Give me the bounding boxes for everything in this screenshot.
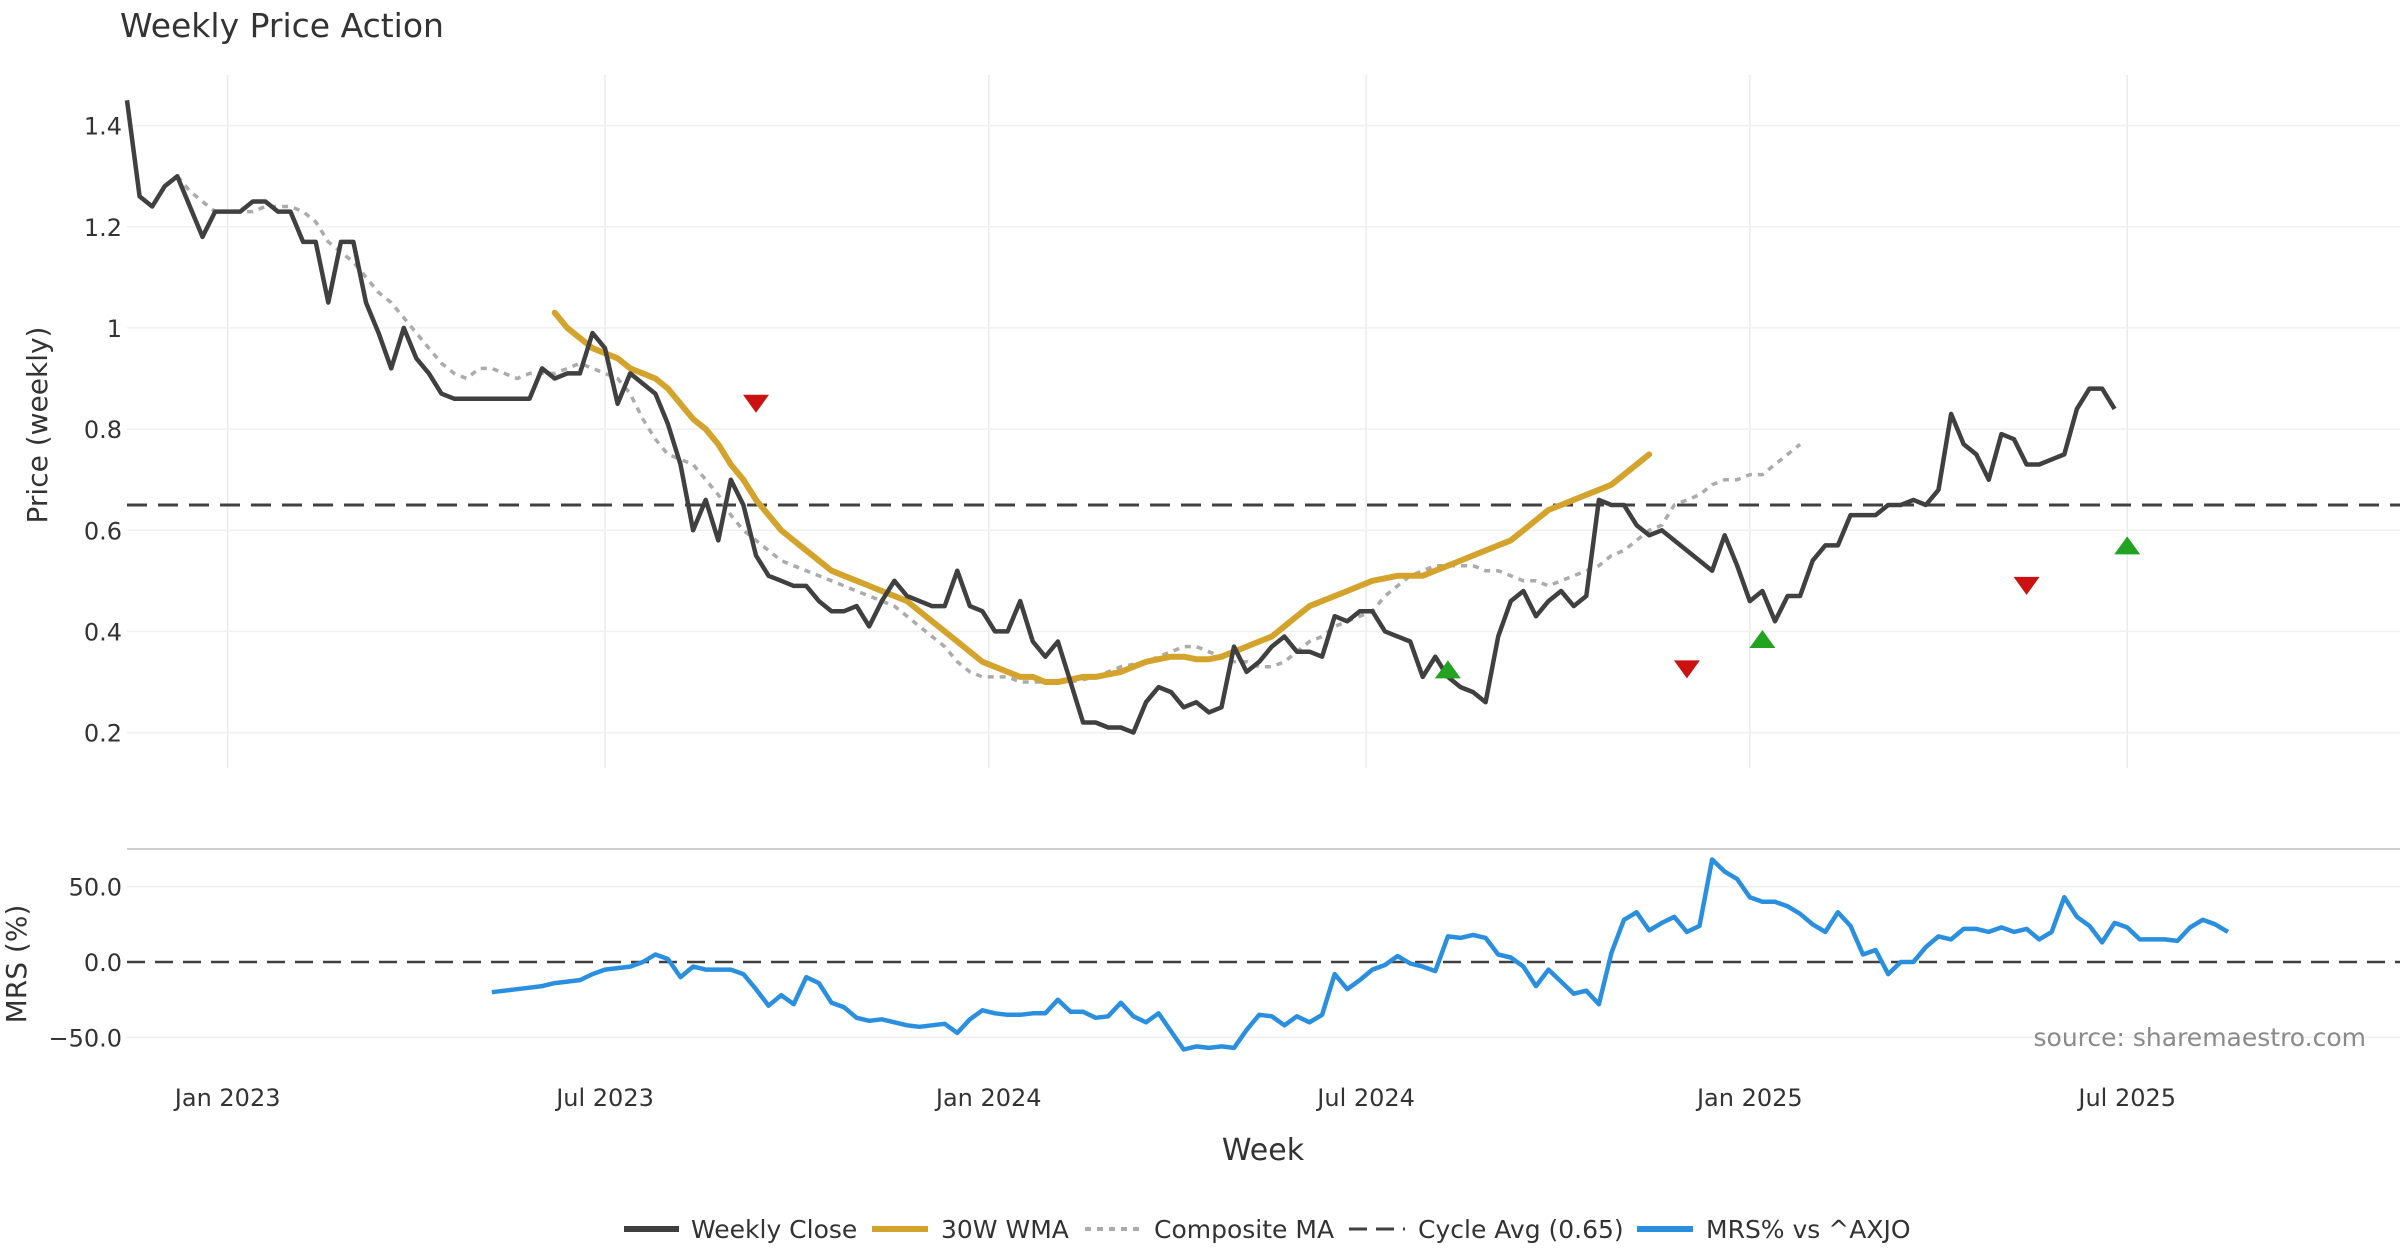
chart-title: Weekly Price Action: [120, 6, 444, 45]
legend-item-cycle-avg: Cycle Avg (0.65): [1349, 1215, 1624, 1244]
legend-label-cycle-avg: Cycle Avg (0.65): [1418, 1215, 1624, 1244]
mrs-y-axis-label: MRS (%): [0, 905, 33, 1024]
sell-signal-marker: [2013, 576, 2040, 595]
buy-signal-marker: [1434, 660, 1461, 679]
price-panel: 0.2 0.4 0.6 0.8 1 1.2 1.4 Price (weekly): [21, 75, 2400, 768]
buy-signal-marker: [1749, 630, 1776, 649]
buy-signal-marker: [2114, 536, 2141, 555]
legend-item-weekly-close: Weekly Close: [624, 1215, 857, 1244]
price-y-tick-label: 1.4: [84, 113, 122, 141]
sell-signal-marker: [1673, 660, 1700, 679]
mrs-panel: −50.0 0.0 50.0 MRS (%) source: sharemaestr…: [0, 848, 2400, 1053]
mrs-gridlines: [127, 885, 2400, 1039]
weekly-close-line: [124, 100, 2117, 735]
mrs-y-tick-label: 50.0: [69, 874, 122, 902]
legend: Weekly Close 30W WMA Composite MA Cycle …: [624, 1215, 1911, 1244]
legend-item-30w-wma: 30W WMA: [872, 1215, 1069, 1244]
x-tick-label: Jan 2023: [173, 1084, 281, 1112]
legend-label-weekly-close: Weekly Close: [691, 1215, 857, 1244]
mrs-y-tick-labels: −50.0 0.0 50.0: [48, 874, 122, 1053]
x-tick-label: Jul 2023: [554, 1084, 654, 1112]
price-y-tick-label: 1.2: [84, 214, 122, 242]
composite-ma-line: [175, 175, 1802, 684]
legend-label-mrs: MRS% vs ^AXJO: [1706, 1215, 1911, 1244]
x-tick-label: Jul 2025: [2076, 1084, 2176, 1112]
legend-item-composite-ma: Composite MA: [1085, 1215, 1334, 1244]
mrs-y-tick-label: −50.0: [48, 1024, 122, 1052]
legend-label-composite-ma: Composite MA: [1154, 1215, 1334, 1244]
legend-item-mrs: MRS% vs ^AXJO: [1637, 1215, 1911, 1244]
x-tick-labels: Jan 2023 Jul 2023 Jan 2024 Jul 2024 Jan 2025…: [173, 1084, 2176, 1112]
price-y-tick-label: 0.4: [84, 618, 122, 646]
mrs-y-tick-label: 0.0: [84, 949, 122, 977]
x-tick-label: Jul 2024: [1315, 1084, 1415, 1112]
price-gridlines: [127, 75, 2400, 768]
source-note: source: sharemaestro.com: [2034, 1023, 2367, 1052]
x-tick-label: Jan 2024: [934, 1084, 1042, 1112]
price-y-tick-label: 0.6: [84, 517, 122, 545]
x-axis-label: Week: [1222, 1133, 1305, 1168]
x-tick-label: Jan 2025: [1695, 1084, 1803, 1112]
price-y-tick-label: 1: [107, 315, 122, 343]
price-y-tick-label: 0.8: [84, 416, 122, 444]
mrs-line: [491, 857, 2230, 1052]
price-y-tick-labels: 0.2 0.4 0.6 0.8 1 1.2 1.4: [84, 113, 122, 748]
price-y-axis-label: Price (weekly): [21, 327, 54, 524]
wma-30w-line: [551, 309, 1653, 685]
legend-label-30w-wma: 30W WMA: [941, 1215, 1069, 1244]
signal-markers: [743, 394, 2141, 679]
sell-signal-marker: [743, 394, 769, 413]
price-y-tick-label: 0.2: [84, 720, 122, 748]
